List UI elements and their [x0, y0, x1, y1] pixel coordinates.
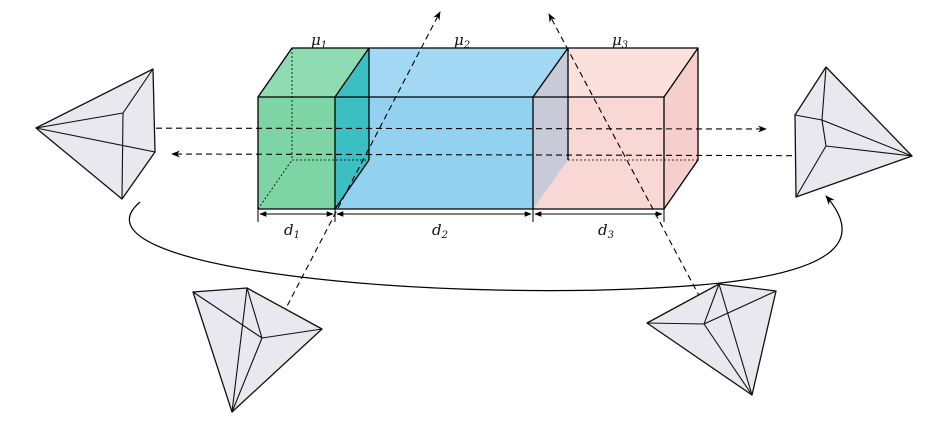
camera-bottom-right	[646, 283, 777, 396]
ray-horizontal-left	[171, 150, 913, 158]
mu3-label: μ3	[612, 31, 628, 51]
slab-hidden-edges	[257, 48, 698, 210]
slab-2-front	[335, 97, 533, 209]
slab-3-top	[533, 48, 698, 97]
d2-label: d2	[432, 221, 448, 241]
dimension-arrows	[257, 209, 665, 222]
rotation-arc-arrow	[129, 195, 843, 292]
d3-label: d3	[598, 221, 614, 241]
d1-label: d1	[284, 221, 300, 241]
slab-2-left-face	[335, 48, 369, 209]
camera-bottom-left	[192, 287, 323, 413]
camera-right	[794, 66, 913, 198]
slab-2	[335, 48, 568, 209]
mu2-label: μ2	[454, 31, 470, 51]
slab-2-top	[335, 48, 568, 97]
camera-left	[35, 68, 156, 200]
ray-horizontal-right	[35, 125, 767, 133]
slab-edges	[257, 47, 699, 210]
slab-1-top	[258, 48, 369, 97]
mu1-label: μ1	[311, 31, 327, 51]
